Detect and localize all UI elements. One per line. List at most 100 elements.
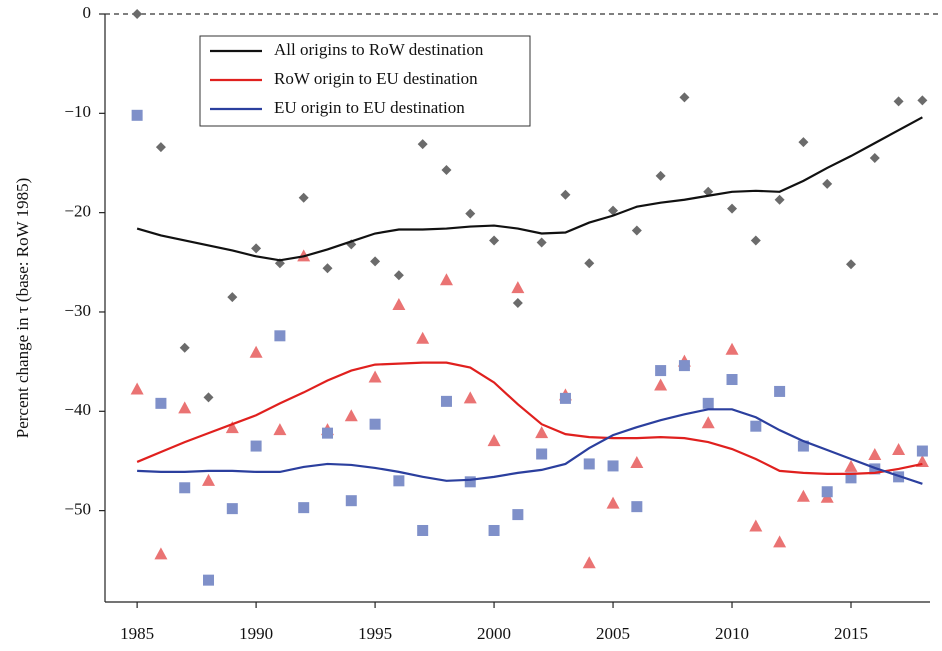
triangle-marker — [844, 459, 858, 472]
legend-label: RoW origin to EU destination — [274, 69, 478, 88]
triangle-marker — [868, 448, 882, 460]
y-tick-label: −50 — [64, 500, 91, 519]
triangle-marker — [749, 519, 763, 532]
x-tick-label: 1990 — [239, 624, 273, 643]
square-marker — [155, 397, 167, 409]
triangle-marker — [202, 473, 216, 486]
diamond-marker — [536, 237, 547, 248]
triangle-marker — [535, 426, 549, 439]
diamond-marker — [750, 235, 761, 246]
square-marker — [226, 503, 238, 515]
trend-line — [136, 361, 923, 475]
square-marker — [702, 397, 714, 409]
square-marker — [607, 460, 619, 472]
diamond-marker — [251, 243, 262, 254]
square-marker — [250, 440, 262, 452]
square-marker — [845, 472, 857, 484]
square-marker — [488, 524, 500, 536]
triangle-marker — [892, 443, 906, 456]
x-tick-label: 2005 — [596, 624, 630, 643]
diamond-marker — [489, 235, 500, 246]
triangle-marker — [463, 391, 477, 404]
triangle-marker — [130, 382, 144, 395]
diamond-marker — [132, 9, 143, 19]
square-marker — [417, 524, 429, 536]
x-tick-label: 2000 — [477, 624, 511, 643]
square-marker — [464, 476, 476, 488]
square-marker — [321, 427, 333, 439]
diamond-marker — [774, 194, 785, 205]
legend-label: EU origin to EU destination — [274, 98, 465, 117]
square-marker — [726, 374, 738, 386]
square-marker — [369, 418, 381, 430]
diamond-marker — [512, 298, 523, 309]
diamond-marker — [417, 139, 428, 150]
triangle-marker — [511, 281, 525, 294]
diamond-marker — [370, 256, 381, 267]
triangle-marker — [225, 421, 239, 434]
triangle-marker — [725, 342, 739, 355]
triangle-marker — [344, 409, 358, 422]
diamond-marker — [869, 153, 880, 164]
square-marker — [274, 330, 286, 342]
x-tick-label: 2015 — [834, 624, 868, 643]
triangle-marker — [796, 489, 810, 502]
square-marker — [678, 360, 690, 372]
trend-line — [137, 408, 923, 485]
square-marker — [536, 448, 548, 460]
square-marker — [797, 440, 809, 452]
diamond-marker — [655, 170, 666, 181]
diamond-marker — [298, 192, 309, 203]
y-tick-label: −10 — [64, 102, 91, 121]
triangle-marker — [606, 496, 620, 509]
triangle-marker — [273, 423, 287, 436]
diamond-marker — [203, 392, 214, 403]
diamond-marker — [917, 95, 928, 106]
square-marker — [440, 395, 452, 407]
diamond-marker — [393, 270, 404, 281]
triangle-marker — [654, 378, 668, 391]
square-marker — [774, 385, 786, 397]
square-marker — [655, 365, 667, 377]
trend-line — [136, 116, 923, 262]
triangle-marker — [582, 556, 596, 569]
square-marker — [203, 574, 215, 586]
triangle-marker — [439, 273, 453, 286]
triangle-marker — [154, 547, 168, 560]
diamond-marker — [608, 205, 619, 216]
x-tick-label: 1995 — [358, 624, 392, 643]
square-marker — [821, 486, 833, 498]
x-tick-label: 1985 — [120, 624, 154, 643]
triangle-marker — [487, 434, 501, 447]
diamond-marker — [845, 259, 856, 270]
y-tick-label: −30 — [64, 301, 91, 320]
square-marker — [393, 475, 405, 487]
square-marker — [345, 495, 357, 507]
square-marker — [298, 502, 310, 514]
diamond-marker — [155, 142, 166, 153]
y-tick-label: −40 — [64, 400, 91, 419]
legend: All origins to RoW destination RoW origin… — [199, 35, 531, 127]
triangle-marker — [249, 345, 263, 358]
square-marker — [750, 420, 762, 432]
triangle-marker — [416, 331, 430, 344]
square-marker — [512, 509, 524, 521]
diamond-marker — [631, 225, 642, 236]
diamond-marker — [227, 292, 238, 303]
diamond-marker — [560, 189, 571, 200]
diamond-marker — [727, 203, 738, 214]
square-marker — [179, 482, 191, 494]
y-tick-label: −20 — [64, 202, 91, 221]
y-axis-label: Percent change in τ (base: RoW 1985) — [13, 178, 32, 439]
triangle-marker — [773, 535, 787, 548]
diamond-marker — [822, 178, 833, 189]
legend-label: All origins to RoW destination — [274, 40, 484, 59]
diamond-marker — [584, 258, 595, 269]
diamond-marker — [893, 96, 904, 107]
square-marker — [583, 458, 595, 470]
triangle-marker — [630, 455, 644, 468]
x-tick-label: 2010 — [715, 624, 749, 643]
diamond-marker — [322, 263, 333, 274]
triangle-marker — [701, 416, 715, 429]
